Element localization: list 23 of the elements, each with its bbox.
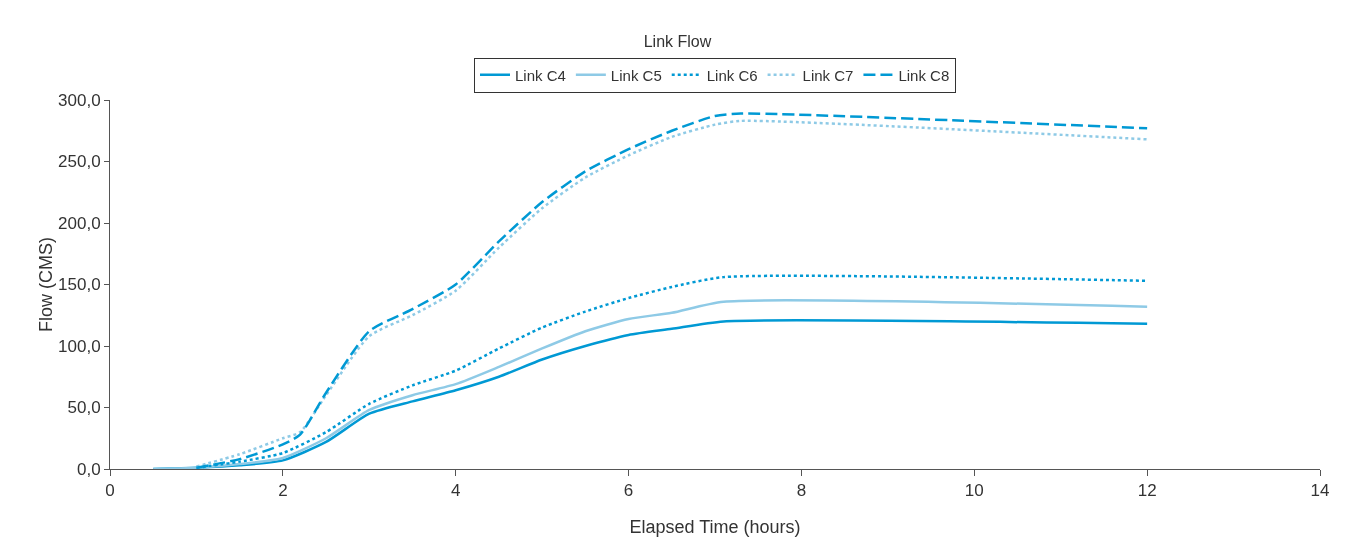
x-tick-label: 12 [1137,481,1157,501]
x-axis-title: Elapsed Time (hours) [629,517,801,537]
x-tick-label: 4 [450,481,461,501]
y-tick-label: 250,0 [58,152,101,172]
y-tick-label: 50,0 [67,398,101,418]
y-axis-title: Flow (CMS) [36,237,57,332]
legend-label: Link C5 [610,66,662,84]
legend-label: Link C4 [515,66,566,84]
legend-label: Link C7 [802,66,854,84]
x-tick-label: 0 [105,481,115,501]
x-tick-label: 6 [623,481,634,501]
x-tick-label: 8 [796,481,807,501]
y-tick-label: 150,0 [58,275,101,295]
y-tick-label: 0,0 [76,459,101,479]
chart-title: Link Flow [643,32,712,50]
y-tick-label: 200,0 [58,213,101,233]
x-tick-label: 14 [1310,481,1330,501]
x-tick-label: 2 [278,481,288,501]
legend-label: Link C8 [898,66,950,84]
y-tick-label: 100,0 [58,336,101,356]
x-tick-label: 10 [964,481,984,501]
legend-label: Link C6 [706,66,758,84]
y-tick-label: 300,0 [58,90,101,110]
